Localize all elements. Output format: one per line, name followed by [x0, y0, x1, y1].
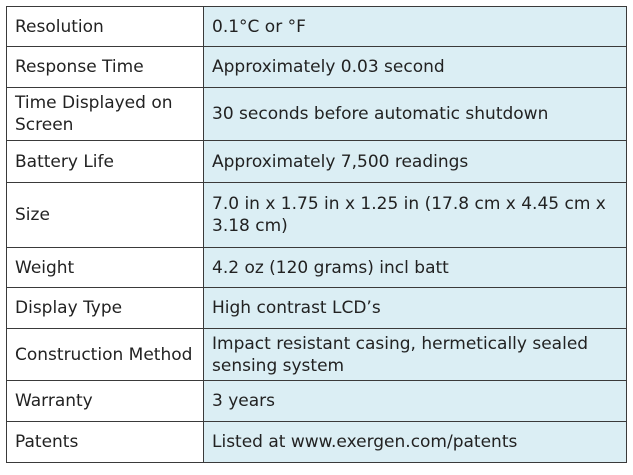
table-row: Response Time Approximately 0.03 second [6, 46, 627, 88]
spec-value: High contrast LCD’s [203, 287, 627, 329]
spec-label: Construction Method [6, 328, 204, 381]
spec-value: Impact resistant casing, hermetically se… [203, 328, 627, 381]
table-row: Warranty 3 years [6, 380, 627, 422]
spec-value: 7.0 in x 1.75 in x 1.25 in (17.8 cm x 4.… [203, 182, 627, 248]
spec-value: Approximately 0.03 second [203, 46, 627, 88]
spec-table: Resolution 0.1°C or °F Response Time Approx… [6, 6, 627, 463]
table-row: Size 7.0 in x 1.75 in x 1.25 in (17.8 cm … [6, 182, 627, 248]
spec-value: 30 seconds before automatic shutdown [203, 87, 627, 141]
spec-value: 4.2 oz (120 grams) incl batt [203, 247, 627, 288]
spec-value: 3 years [203, 380, 627, 422]
spec-value: Listed at www.exergen.com/patents [203, 421, 627, 463]
spec-value: Approximately 7,500 readings [203, 140, 627, 183]
table-row: Construction Method Impact resistant casi… [6, 328, 627, 381]
table-row: Patents Listed at www.exergen.com/patents [6, 421, 627, 463]
spec-label: Response Time [6, 46, 204, 88]
table-row: Display Type High contrast LCD’s [6, 287, 627, 329]
spec-label: Size [6, 182, 204, 248]
spec-label: Battery Life [6, 140, 204, 183]
spec-label: Time Displayed on Screen [6, 87, 204, 141]
spec-label: Resolution [6, 6, 204, 47]
table-row: Time Displayed on Screen 30 seconds befor… [6, 87, 627, 141]
spec-label: Patents [6, 421, 204, 463]
table-row: Resolution 0.1°C or °F [6, 6, 627, 47]
spec-value: 0.1°C or °F [203, 6, 627, 47]
spec-label: Warranty [6, 380, 204, 422]
table-row: Battery Life Approximately 7,500 readings [6, 140, 627, 183]
spec-label: Display Type [6, 287, 204, 329]
spec-label: Weight [6, 247, 204, 288]
table-row: Weight 4.2 oz (120 grams) incl batt [6, 247, 627, 288]
